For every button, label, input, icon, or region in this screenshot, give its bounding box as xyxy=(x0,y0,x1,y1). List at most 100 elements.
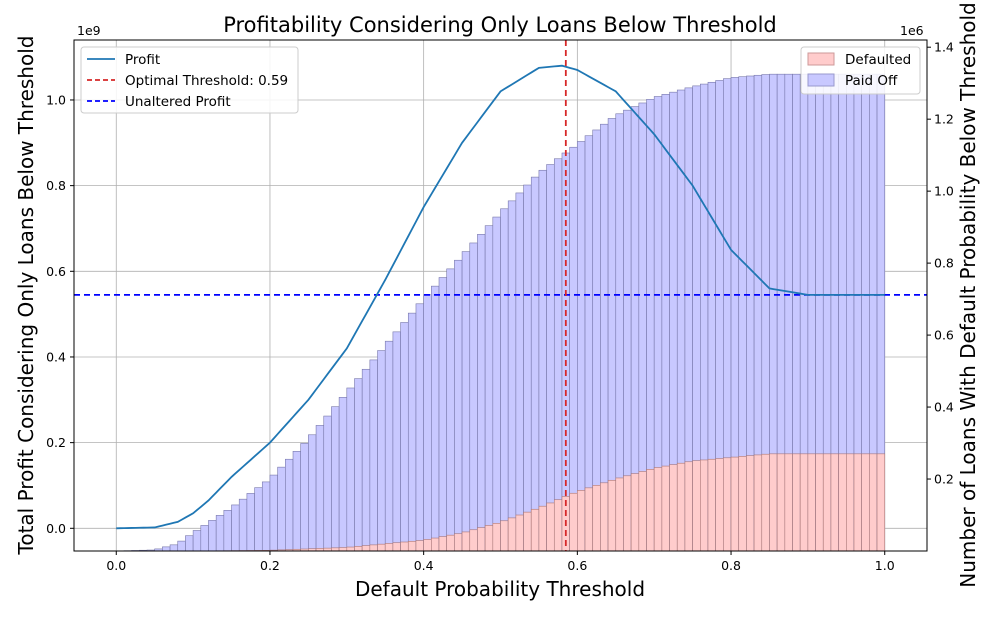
paid-off-bar xyxy=(323,415,332,552)
paid-off-bar xyxy=(238,498,248,552)
paid-off-bar xyxy=(546,164,555,552)
y-right-tick-label: 1.0 xyxy=(934,184,954,199)
legend-left: Profit Optimal Threshold: 0.59 Unaltered… xyxy=(80,46,299,114)
paid-off-bar xyxy=(523,184,532,552)
paid-off-bar xyxy=(254,487,263,552)
paid-off-bar xyxy=(277,466,286,552)
defaulted-bar xyxy=(684,461,693,552)
paid-off-bar xyxy=(231,504,240,552)
defaulted-bar xyxy=(477,527,486,552)
paid-off-bar xyxy=(515,192,524,552)
legend-right: Defaulted Paid Off xyxy=(800,46,921,95)
legend-optimal-label: Optimal Threshold: 0.59 xyxy=(125,73,288,89)
defaulted-bar xyxy=(454,533,463,552)
defaulted-bar xyxy=(746,455,755,552)
defaulted-bar xyxy=(484,525,494,552)
y-left-tick-label: 0.2 xyxy=(46,435,66,450)
paid-off-bar xyxy=(438,277,448,552)
paid-off-bar xyxy=(415,303,424,552)
defaulted-bar xyxy=(676,462,686,552)
paid-off-bar xyxy=(261,481,271,552)
paid-off-bar xyxy=(208,520,217,552)
defaulted-bar xyxy=(661,465,670,552)
paid-off-bar xyxy=(553,158,563,552)
defaulted-bar xyxy=(461,531,471,552)
paid-off-bar xyxy=(454,259,463,552)
paid-off-bar xyxy=(162,546,171,552)
defaulted-bar xyxy=(715,458,724,552)
x-axis-title: Default Probability Threshold xyxy=(355,577,645,601)
defaulted-bar xyxy=(361,545,371,552)
defaulted-bar xyxy=(738,456,747,552)
y-right-tick-label: 0.8 xyxy=(934,256,954,271)
defaulted-bar xyxy=(523,511,532,552)
y-right-tick-label: 1.2 xyxy=(934,112,954,127)
y-right-tick-label: 1.4 xyxy=(934,40,954,55)
paid-off-bar xyxy=(477,234,486,552)
defaulted-bar xyxy=(407,540,417,552)
defaulted-bar xyxy=(707,458,716,552)
defaulted-bar xyxy=(776,453,786,552)
x-tick-label: 0.8 xyxy=(721,558,741,573)
paid-off-bar xyxy=(192,530,202,552)
paid-off-bar xyxy=(215,515,225,552)
defaulted-bar xyxy=(838,453,847,552)
right-scale-label: 1e6 xyxy=(900,23,924,38)
defaulted-bar xyxy=(815,453,824,552)
y-left-tick-label: 0.8 xyxy=(46,178,66,193)
defaulted-bar xyxy=(638,471,647,552)
paid-off-bar xyxy=(346,387,355,552)
defaulted-bar xyxy=(807,453,816,552)
paid-off-bar xyxy=(400,322,409,552)
paid-off-bar xyxy=(223,510,232,552)
paid-off-bar xyxy=(461,251,471,552)
defaulted-bar xyxy=(400,541,409,552)
paid-off-bar xyxy=(300,443,309,552)
y-right-tick-label: 0.6 xyxy=(934,328,954,343)
legend-profit-label: Profit xyxy=(125,52,160,68)
defaulted-bar xyxy=(584,487,594,552)
defaulted-bar xyxy=(515,514,524,552)
defaulted-bar xyxy=(431,537,440,552)
defaulted-bar xyxy=(577,490,586,552)
defaulted-bar xyxy=(607,479,617,552)
paid-off-bar xyxy=(384,340,394,552)
defaulted-bar xyxy=(623,475,632,552)
defaulted-bar xyxy=(438,536,448,552)
paid-off-bar xyxy=(492,216,501,552)
y-left-axis-title: Total Profit Considering Only Loans Belo… xyxy=(14,36,38,556)
legend-defaulted-swatch xyxy=(807,52,835,66)
defaulted-bar xyxy=(700,459,709,552)
axis-ticks: 0.0 0.2 0.4 0.6 0.8 1.0 0.0 0.2 0.4 0.6 0.8 1.0 0.2 0… xyxy=(46,40,954,573)
x-tick-label: 0.2 xyxy=(260,558,280,573)
paid-off-bar xyxy=(577,141,586,552)
defaulted-bar xyxy=(492,522,501,552)
y-right-axis-title: Number of Loans With Default Probability… xyxy=(956,2,980,587)
defaulted-bar xyxy=(723,457,732,552)
defaulted-bar xyxy=(869,453,878,552)
defaulted-bar xyxy=(669,464,678,552)
defaulted-bar xyxy=(830,453,839,552)
profit-line xyxy=(116,64,885,530)
defaulted-bar xyxy=(446,534,455,552)
paid-off-bar xyxy=(292,451,301,552)
y-left-tick-label: 1.0 xyxy=(46,92,66,107)
paid-off-bar xyxy=(308,434,317,552)
paid-off-bar xyxy=(185,535,194,552)
paid-off-bar xyxy=(507,200,517,552)
paid-off-bar xyxy=(530,176,540,552)
paid-off-bar xyxy=(169,544,179,552)
legend-unaltered-label: Unaltered Profit xyxy=(125,94,231,110)
defaulted-bar xyxy=(769,453,778,552)
x-tick-label: 0.4 xyxy=(414,558,434,573)
paid-off-bar xyxy=(500,208,509,552)
paid-off-bar xyxy=(361,368,371,552)
defaulted-bar xyxy=(846,453,855,552)
chart-title: Profitability Considering Only Loans Bel… xyxy=(223,13,777,37)
defaulted-bar xyxy=(761,453,770,552)
defaulted-bar xyxy=(500,520,509,552)
paid-off-bar xyxy=(269,474,278,552)
left-scale-label: 1e9 xyxy=(77,23,101,38)
paid-off-bar xyxy=(246,493,255,552)
defaulted-bar xyxy=(853,453,862,552)
